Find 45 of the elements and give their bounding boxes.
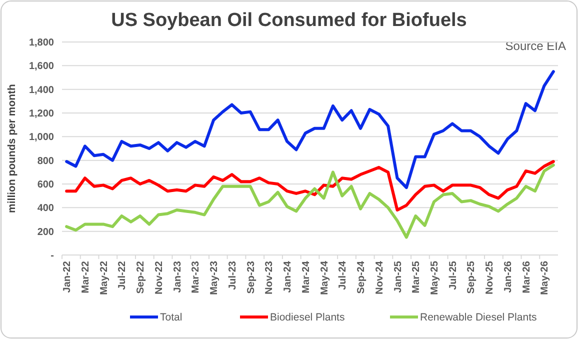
x-tick-label: Jan-23 bbox=[172, 260, 184, 293]
x-tick-label: Sep-25 bbox=[466, 260, 478, 294]
x-tick-label: May-26 bbox=[540, 260, 551, 295]
x-tick-label: Jul-25 bbox=[448, 260, 459, 290]
x-tick-label: May-25 bbox=[430, 260, 440, 295]
y-tick-label: 200 bbox=[37, 226, 54, 238]
x-tick-label: Jan-22 bbox=[62, 260, 74, 293]
y-tick-label: 1,800 bbox=[28, 38, 54, 48]
legend-label: Total bbox=[160, 312, 182, 324]
x-tick-label: Nov-25 bbox=[484, 260, 496, 294]
x-tick-label: Mar-26 bbox=[521, 260, 532, 294]
chart-title: US Soybean Oil Consumed for Biofuels bbox=[111, 10, 467, 31]
x-tick-label: Sep-24 bbox=[356, 260, 368, 294]
x-tick-label: Nov-22 bbox=[154, 260, 165, 294]
x-tick-label: Sep-23 bbox=[246, 260, 257, 294]
y-tick-label: 400 bbox=[37, 203, 54, 214]
x-tick-label: Jan-25 bbox=[392, 260, 404, 293]
y-tick-label: 1,400 bbox=[28, 84, 54, 96]
y-tick-label: 1,000 bbox=[28, 132, 54, 144]
x-tick-label: Jul-22 bbox=[117, 260, 128, 290]
x-tick-label: Jul-23 bbox=[227, 260, 238, 290]
y-axis-title: million pounds per month bbox=[6, 84, 18, 213]
line-series bbox=[65, 160, 555, 212]
line-series bbox=[65, 70, 555, 190]
x-tick-label: Jan-24 bbox=[282, 260, 294, 293]
x-tick-label: May-22 bbox=[98, 260, 110, 295]
x-tick-label: Mar-25 bbox=[411, 260, 422, 294]
x-tick-label: Mar-22 bbox=[80, 260, 92, 294]
y-tick-label: 800 bbox=[37, 156, 54, 167]
y-tick-label: 1,600 bbox=[28, 61, 54, 72]
x-tick-label: Mar-23 bbox=[190, 260, 202, 294]
y-tick-label: 1,200 bbox=[28, 108, 54, 120]
x-tick-label: Sep-22 bbox=[136, 260, 147, 294]
x-tick-label: Nov-24 bbox=[374, 260, 386, 294]
x-tick-label: May-24 bbox=[319, 260, 330, 295]
legend-label: Biodiesel Plants bbox=[270, 312, 345, 324]
y-tick-label: - bbox=[50, 250, 54, 262]
x-tick-label: Jan-26 bbox=[502, 260, 514, 293]
x-tick-label: Mar-24 bbox=[300, 260, 312, 294]
y-tick-label: 600 bbox=[37, 180, 54, 190]
legend-label: Renewable Diesel Plants bbox=[420, 312, 537, 324]
line-series bbox=[65, 164, 555, 239]
x-tick-label: Jul-24 bbox=[338, 260, 349, 290]
x-tick-label: Nov-23 bbox=[264, 260, 276, 294]
x-tick-label: May-23 bbox=[209, 260, 220, 295]
